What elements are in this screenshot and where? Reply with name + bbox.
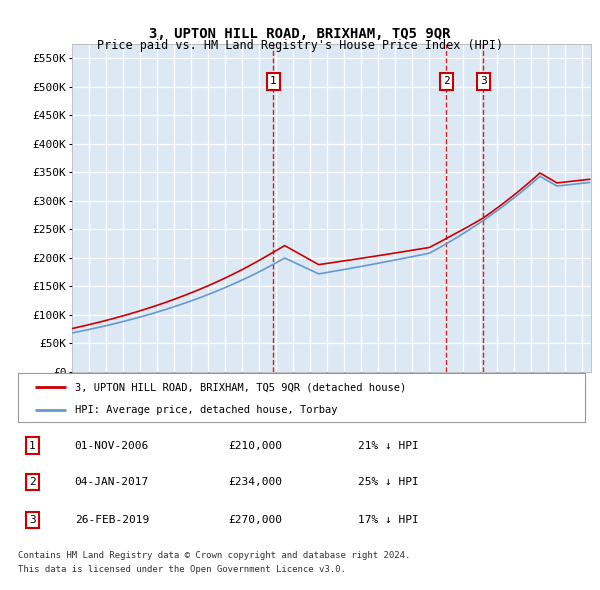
Text: 25% ↓ HPI: 25% ↓ HPI [358, 477, 419, 487]
Text: 04-JAN-2017: 04-JAN-2017 [75, 477, 149, 487]
Text: 1: 1 [29, 441, 35, 451]
Text: 3: 3 [29, 515, 35, 525]
Text: Price paid vs. HM Land Registry's House Price Index (HPI): Price paid vs. HM Land Registry's House … [97, 39, 503, 52]
Text: 01-NOV-2006: 01-NOV-2006 [75, 441, 149, 451]
Text: 1: 1 [270, 76, 277, 86]
Text: 21% ↓ HPI: 21% ↓ HPI [358, 441, 419, 451]
Text: This data is licensed under the Open Government Licence v3.0.: This data is licensed under the Open Gov… [18, 565, 346, 574]
Text: 2: 2 [443, 76, 450, 86]
Text: £234,000: £234,000 [228, 477, 282, 487]
Text: Contains HM Land Registry data © Crown copyright and database right 2024.: Contains HM Land Registry data © Crown c… [18, 550, 410, 559]
Text: 3: 3 [480, 76, 487, 86]
Text: HPI: Average price, detached house, Torbay: HPI: Average price, detached house, Torb… [75, 405, 337, 415]
Text: 17% ↓ HPI: 17% ↓ HPI [358, 515, 419, 525]
Text: 26-FEB-2019: 26-FEB-2019 [75, 515, 149, 525]
Text: 2: 2 [29, 477, 35, 487]
Text: £270,000: £270,000 [228, 515, 282, 525]
Text: £210,000: £210,000 [228, 441, 282, 451]
Text: 3, UPTON HILL ROAD, BRIXHAM, TQ5 9QR: 3, UPTON HILL ROAD, BRIXHAM, TQ5 9QR [149, 27, 451, 41]
Text: 3, UPTON HILL ROAD, BRIXHAM, TQ5 9QR (detached house): 3, UPTON HILL ROAD, BRIXHAM, TQ5 9QR (de… [75, 382, 406, 392]
